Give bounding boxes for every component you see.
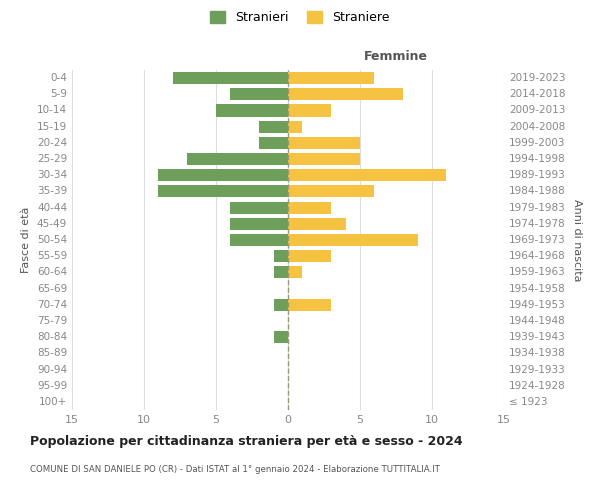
Y-axis label: Fasce di età: Fasce di età <box>22 207 31 273</box>
Bar <box>173 72 288 84</box>
Bar <box>288 218 346 230</box>
Bar <box>288 88 403 101</box>
Bar <box>288 234 418 246</box>
Text: Popolazione per cittadinanza straniera per età e sesso - 2024: Popolazione per cittadinanza straniera p… <box>30 435 463 448</box>
Bar <box>274 266 288 278</box>
Bar <box>259 137 288 149</box>
Bar <box>230 218 288 230</box>
Bar <box>288 202 331 213</box>
Legend: Stranieri, Straniere: Stranieri, Straniere <box>210 11 390 24</box>
Bar <box>158 186 288 198</box>
Bar <box>288 186 374 198</box>
Bar <box>230 234 288 246</box>
Text: Femmine: Femmine <box>364 50 428 63</box>
Bar <box>288 250 331 262</box>
Y-axis label: Anni di nascita: Anni di nascita <box>572 198 582 281</box>
Bar <box>230 202 288 213</box>
Bar <box>216 104 288 117</box>
Bar <box>230 88 288 101</box>
Bar <box>259 120 288 132</box>
Bar <box>288 266 302 278</box>
Bar <box>288 104 331 117</box>
Bar <box>274 250 288 262</box>
Bar <box>288 298 331 311</box>
Bar <box>288 137 360 149</box>
Bar <box>274 331 288 343</box>
Bar <box>187 153 288 165</box>
Text: COMUNE DI SAN DANIELE PO (CR) - Dati ISTAT al 1° gennaio 2024 - Elaborazione TUT: COMUNE DI SAN DANIELE PO (CR) - Dati IST… <box>30 465 440 474</box>
Bar <box>158 169 288 181</box>
Bar <box>288 169 446 181</box>
Bar <box>274 298 288 311</box>
Bar <box>288 72 374 84</box>
Bar <box>288 153 360 165</box>
Bar <box>288 120 302 132</box>
